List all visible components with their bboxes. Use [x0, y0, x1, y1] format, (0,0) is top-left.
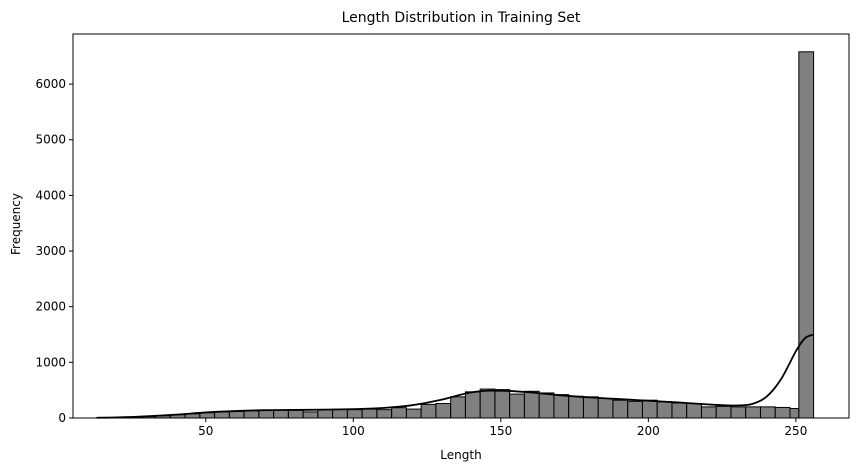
histogram-bar — [553, 394, 570, 419]
histogram-bar — [671, 402, 688, 419]
y-axis-ticks: 0 1000 2000 3000 4000 5000 6000 — [35, 77, 73, 425]
histogram-bar — [214, 411, 230, 419]
histogram-bar — [228, 410, 245, 419]
histogram-bar — [641, 399, 658, 419]
y-tick-label: 6000 — [35, 77, 66, 91]
histogram-bar — [273, 409, 289, 419]
x-tick-label: 50 — [198, 424, 213, 438]
histogram-bar — [656, 401, 673, 419]
chart-title: Length Distribution in Training Set — [342, 10, 581, 26]
histogram-bar — [597, 398, 614, 419]
histogram-bar — [435, 403, 452, 419]
histogram-bar — [612, 399, 629, 419]
y-tick-label: 3000 — [35, 244, 66, 258]
histogram-bar — [798, 51, 815, 419]
histogram-bar — [789, 408, 800, 419]
x-tick-label: 100 — [342, 424, 365, 438]
plot-frame — [72, 33, 850, 419]
histogram-bar — [582, 396, 599, 419]
histogram-bar — [745, 406, 761, 419]
y-tick-label: 4000 — [35, 188, 66, 202]
y-tick-label: 1000 — [35, 355, 66, 369]
histogram-bar — [302, 411, 319, 419]
y-tick-label: 2000 — [35, 300, 66, 314]
y-tick-label: 0 — [58, 411, 66, 425]
x-tick-label: 200 — [637, 424, 660, 438]
histogram-bar — [287, 409, 304, 419]
histogram-bar — [450, 396, 466, 419]
kde-line — [96, 333, 814, 419]
histogram-bar — [376, 409, 393, 419]
histogram-bar — [759, 406, 776, 419]
x-tick-label: 250 — [784, 424, 807, 438]
kde-curve — [96, 333, 814, 419]
histogram-bar — [332, 408, 348, 419]
histogram-bar — [243, 410, 260, 419]
histogram-bar — [420, 403, 437, 419]
histogram-bar — [464, 391, 481, 419]
histogram-bar — [730, 406, 747, 419]
histogram-bar — [774, 406, 791, 419]
histogram-bar — [346, 409, 363, 419]
y-axis-label: Frequency — [9, 193, 23, 255]
histogram-bar — [568, 395, 584, 419]
histogram-bar — [494, 389, 511, 419]
histogram-bar — [627, 400, 643, 419]
histogram-bar — [509, 393, 525, 419]
histogram-bar — [361, 408, 378, 419]
histogram-bar — [700, 406, 717, 419]
histogram-bars — [96, 51, 815, 419]
histogram-bar — [405, 408, 422, 419]
histogram-bar — [686, 403, 702, 419]
histogram-bar — [258, 409, 275, 419]
x-axis-label: Length — [440, 448, 481, 462]
histogram-bar — [538, 392, 555, 419]
histogram-bar — [317, 409, 334, 419]
y-tick-label: 5000 — [35, 133, 66, 147]
histogram-bar — [523, 390, 540, 419]
x-axis-ticks: 50 100 150 200 250 — [198, 418, 807, 438]
histogram-bar — [479, 388, 496, 419]
histogram-bar — [715, 405, 732, 419]
histogram-bar — [391, 407, 407, 419]
x-tick-label: 150 — [489, 424, 512, 438]
